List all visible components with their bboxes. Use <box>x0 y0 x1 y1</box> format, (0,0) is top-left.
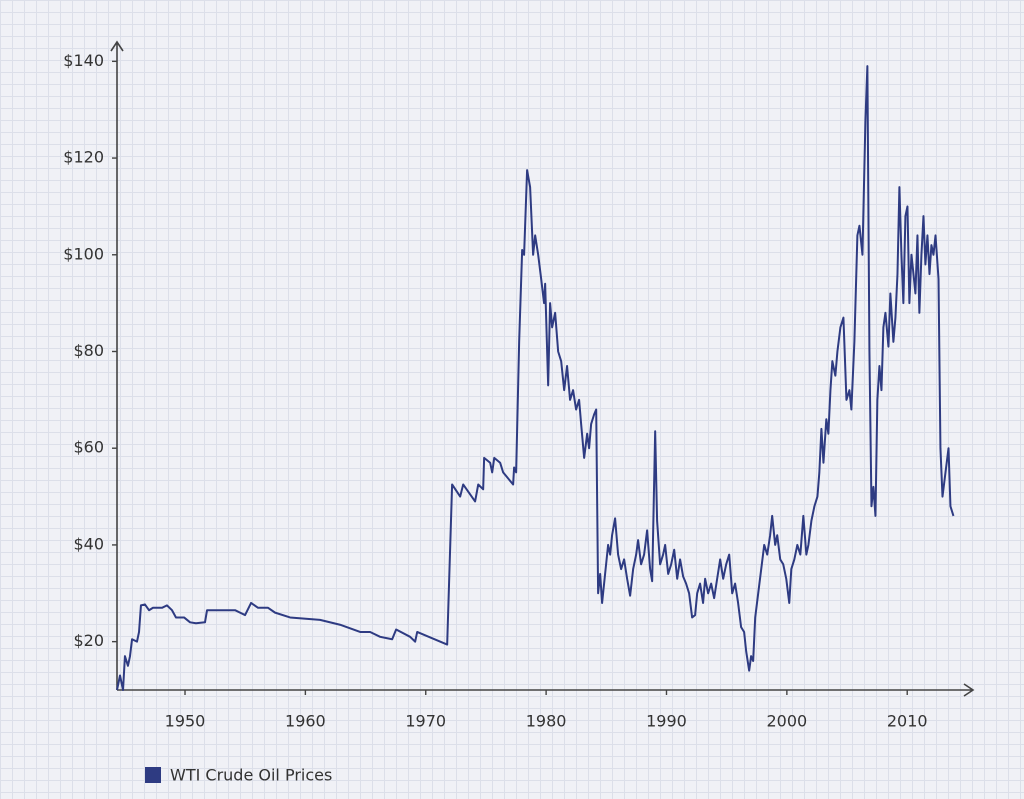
y-tick-label: $60 <box>73 438 104 457</box>
y-axis <box>110 40 124 690</box>
x-tick-label: 1970 <box>405 712 446 731</box>
legend: WTI Crude Oil Prices <box>145 766 332 785</box>
y-tick-label: $20 <box>73 631 104 650</box>
x-tick-label: 1950 <box>165 712 206 731</box>
x-tick-label: 1990 <box>646 712 687 731</box>
legend-label: WTI Crude Oil Prices <box>170 766 332 785</box>
price-line <box>116 65 955 691</box>
y-tick-label: $140 <box>63 51 104 70</box>
y-tick-label: $100 <box>63 244 104 263</box>
x-axis <box>117 683 975 697</box>
x-tick-label: 2000 <box>766 712 807 731</box>
x-tick-label: 1960 <box>285 712 326 731</box>
y-tick-label: $120 <box>63 148 104 167</box>
y-tick-label: $80 <box>73 341 104 360</box>
legend-swatch <box>145 767 161 783</box>
x-tick-label: 2010 <box>887 712 928 731</box>
y-tick-label: $40 <box>73 534 104 553</box>
x-tick-label: 1980 <box>526 712 567 731</box>
